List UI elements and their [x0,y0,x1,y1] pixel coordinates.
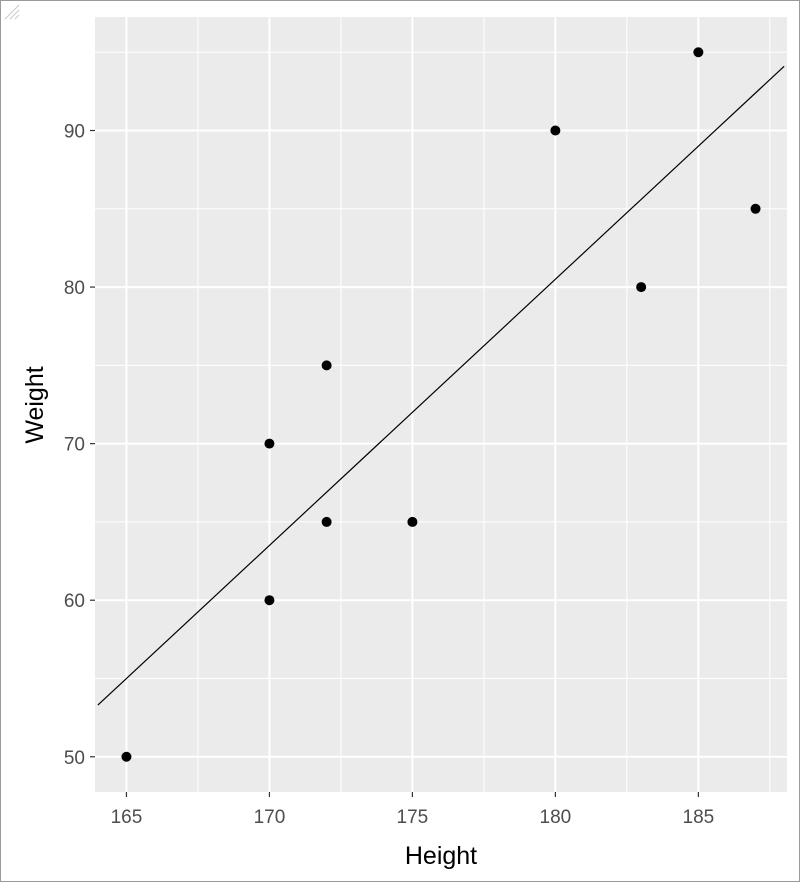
data-point [264,438,275,449]
x-tick-label: 185 [683,807,715,828]
x-tick-label: 165 [111,807,143,828]
data-point [550,125,561,136]
y-tick-label: 50 [64,748,85,769]
x-tick-label: 175 [397,807,429,828]
data-point [636,282,647,293]
major-grid [95,17,787,792]
data-point [264,595,275,606]
data-point [121,751,132,762]
x-tick-label: 180 [540,807,572,828]
y-tick-label: 70 [64,435,85,456]
data-point [321,516,332,527]
y-tick-label: 90 [64,122,85,143]
data-point [321,360,332,371]
data-point [750,203,761,214]
y-axis-ticks: 50 60 70 80 90 [64,122,95,769]
trend-line-group [97,65,785,706]
trend-line [97,65,785,706]
y-tick-label: 80 [64,278,85,299]
data-point [693,47,704,58]
y-axis-title: Weight [21,366,49,443]
minor-grid [95,17,787,792]
x-axis-ticks: 165 170 175 180 185 [111,792,715,828]
x-axis-title: Height [405,842,477,870]
x-tick-label: 170 [254,807,286,828]
plot-panel [95,17,787,792]
resize-grip-icon[interactable] [1,1,21,21]
data-points [121,47,761,762]
data-point [407,516,418,527]
y-tick-label: 60 [64,591,85,612]
